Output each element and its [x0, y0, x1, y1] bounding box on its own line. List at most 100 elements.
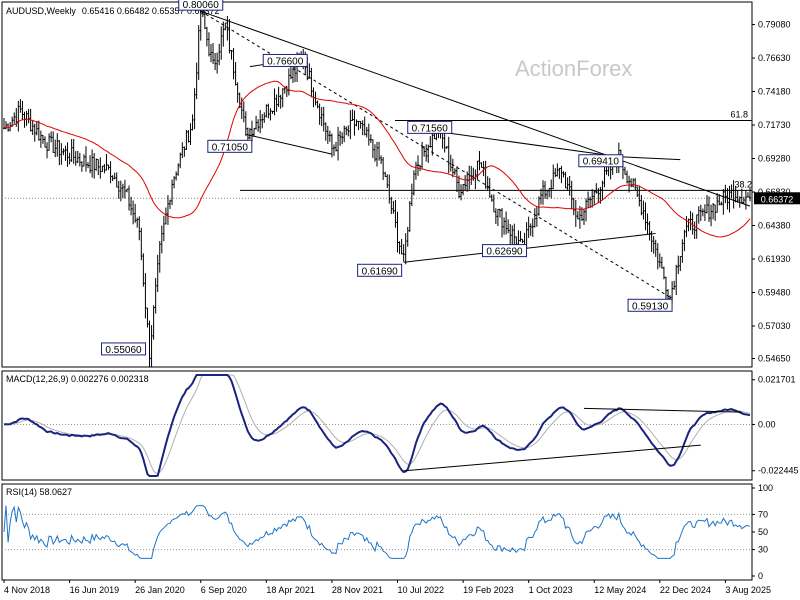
- ohlc-bar: [728, 185, 731, 213]
- ohlc-bar: [95, 158, 98, 171]
- ohlc-bar: [507, 219, 510, 234]
- price-tick-label: 0.66830: [758, 187, 791, 197]
- price-label: 0.71560: [407, 120, 453, 134]
- price-tick-label: 0.76630: [758, 53, 791, 63]
- ohlc-bar: [320, 107, 323, 127]
- ohlc-bar: [464, 175, 467, 191]
- ohlc-bar: [179, 152, 182, 169]
- ohlc-bar: [144, 273, 147, 319]
- ohlc-bar: [5, 121, 8, 130]
- ohlc-bar: [695, 214, 698, 239]
- ohlc-bar: [103, 164, 106, 174]
- ohlc-bar: [542, 180, 545, 205]
- ohlc-bar: [230, 49, 233, 60]
- triangle-lower-line: [403, 232, 656, 263]
- ohlc-bar: [710, 204, 713, 227]
- ohlc-bar: [212, 43, 215, 65]
- ohlc-bar: [490, 194, 493, 202]
- ohlc-bar: [339, 130, 342, 146]
- ohlc-bar: [677, 255, 680, 275]
- macd-label: MACD(12,26,9) 0.002276 0.002318: [6, 374, 149, 384]
- ohlc-bar: [66, 142, 69, 167]
- ohlc-bar: [593, 190, 596, 205]
- ohlc-bar: [505, 211, 508, 235]
- ohlc-bar: [35, 120, 38, 136]
- ohlc-bar: [322, 106, 325, 132]
- ohlc-bar: [70, 139, 73, 162]
- ohlc-bar: [371, 139, 374, 159]
- ohlc-bar: [242, 101, 245, 123]
- date-axis: 4 Nov 2018 16 Jun 2019 26 Jan 2020 6 Sep 20…: [3, 580, 771, 595]
- ohlc-bar: [357, 120, 360, 131]
- ohlc-bar: [521, 238, 524, 244]
- moving-average-line: [3, 80, 751, 238]
- macd-pane-frame: [1, 370, 753, 481]
- macd-resistance-line: [583, 407, 742, 413]
- ohlc-bar: [285, 85, 288, 98]
- ohlc-bar: [41, 134, 44, 144]
- fib-38-2-label: 38.2: [734, 179, 752, 189]
- ohlc-bar: [457, 175, 460, 199]
- ohlc-bar: [91, 149, 94, 178]
- ohlc-bar: [152, 305, 155, 340]
- ohlc-bar: [113, 172, 116, 180]
- ohlc-bar: [156, 254, 159, 292]
- ohlc-bar: [111, 175, 114, 182]
- ohlc-bar: [89, 155, 92, 174]
- ohlc-bar: [400, 238, 403, 255]
- date-tick-label: 3 Aug 2025: [725, 585, 771, 595]
- ohlc-bar: [189, 123, 192, 146]
- ohlc-bar: [412, 170, 415, 196]
- ohlc-bar: [498, 208, 501, 218]
- ohlc-bar: [716, 193, 719, 213]
- price-axis: 0.79080 0.76630 0.74180 0.71730 0.69280 0.668…: [752, 20, 800, 364]
- ohlc-bar: [54, 139, 57, 158]
- macd-line: [3, 374, 751, 477]
- ohlc-bar: [60, 143, 63, 165]
- ohlc-bar: [244, 111, 247, 137]
- date-tick-label: 18 Apr 2021: [266, 585, 315, 595]
- ohlc-bar: [142, 253, 145, 287]
- ohlc-bar: [724, 184, 727, 204]
- ohlc-bar: [718, 194, 721, 206]
- ohlc-bar: [585, 198, 588, 222]
- watermark-text: ActionForex: [515, 56, 632, 81]
- ohlc-bar: [539, 188, 542, 205]
- price-label: 0.76600: [262, 53, 308, 67]
- ohlc-bar: [43, 136, 46, 148]
- price-pane-frame: [1, 1, 753, 368]
- price-tick-label: 0.57030: [758, 321, 791, 331]
- rsi-line: [3, 505, 751, 559]
- ohlc-bar: [675, 264, 678, 296]
- ohlc-bar: [574, 200, 577, 227]
- ohlc-bar: [691, 212, 694, 235]
- ohlc-bar: [587, 191, 590, 209]
- ohlc-bar: [744, 190, 747, 210]
- ohlc-bar: [392, 200, 395, 214]
- ohlc-bar: [80, 161, 83, 172]
- current-price-text: 0.66372: [761, 194, 794, 204]
- price-label: 0.61690: [357, 263, 403, 277]
- symbol-label: AUDUSD,Weekly: [6, 6, 76, 16]
- ohlc-bar: [697, 206, 700, 224]
- ohlc-bar: [228, 19, 231, 54]
- ohlc-bar: [597, 187, 600, 203]
- ohlc-bar: [207, 32, 210, 57]
- ohlc-bar: [488, 177, 491, 198]
- ohlc-bar: [601, 180, 604, 201]
- ohlc-bar: [48, 133, 51, 151]
- ohlc-bar: [253, 127, 256, 137]
- ohlc-bar: [425, 144, 428, 162]
- ohlc-bar: [232, 47, 235, 80]
- ohlc-bar: [209, 43, 212, 63]
- ohlc-bar: [341, 132, 344, 145]
- ohlc-bar: [273, 88, 276, 116]
- ohlc-bar: [125, 188, 128, 193]
- ohlc-bar: [138, 216, 141, 241]
- ohlc-bar: [416, 155, 419, 176]
- price-label-text: 0.61690: [362, 266, 399, 277]
- ohlc-bar: [291, 67, 294, 83]
- ohlc-bar: [705, 195, 708, 214]
- rsi-tick-label: 50: [758, 527, 768, 537]
